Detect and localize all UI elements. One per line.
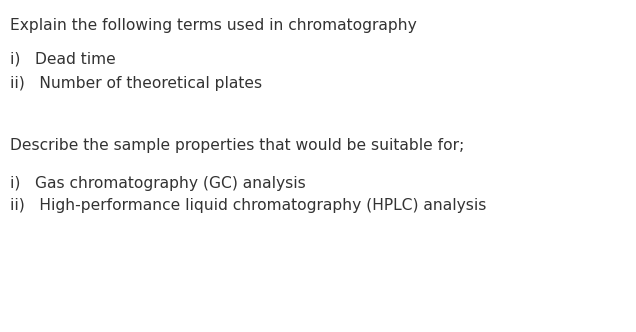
Text: Describe the sample properties that would be suitable for;: Describe the sample properties that woul…: [10, 138, 464, 153]
Text: ii)   High-performance liquid chromatography (HPLC) analysis: ii) High-performance liquid chromatograp…: [10, 198, 487, 213]
Text: i)   Dead time: i) Dead time: [10, 52, 116, 67]
Text: ii)   Number of theoretical plates: ii) Number of theoretical plates: [10, 76, 262, 91]
Text: Explain the following terms used in chromatography: Explain the following terms used in chro…: [10, 18, 417, 33]
Text: i)   Gas chromatography (GC) analysis: i) Gas chromatography (GC) analysis: [10, 176, 306, 191]
